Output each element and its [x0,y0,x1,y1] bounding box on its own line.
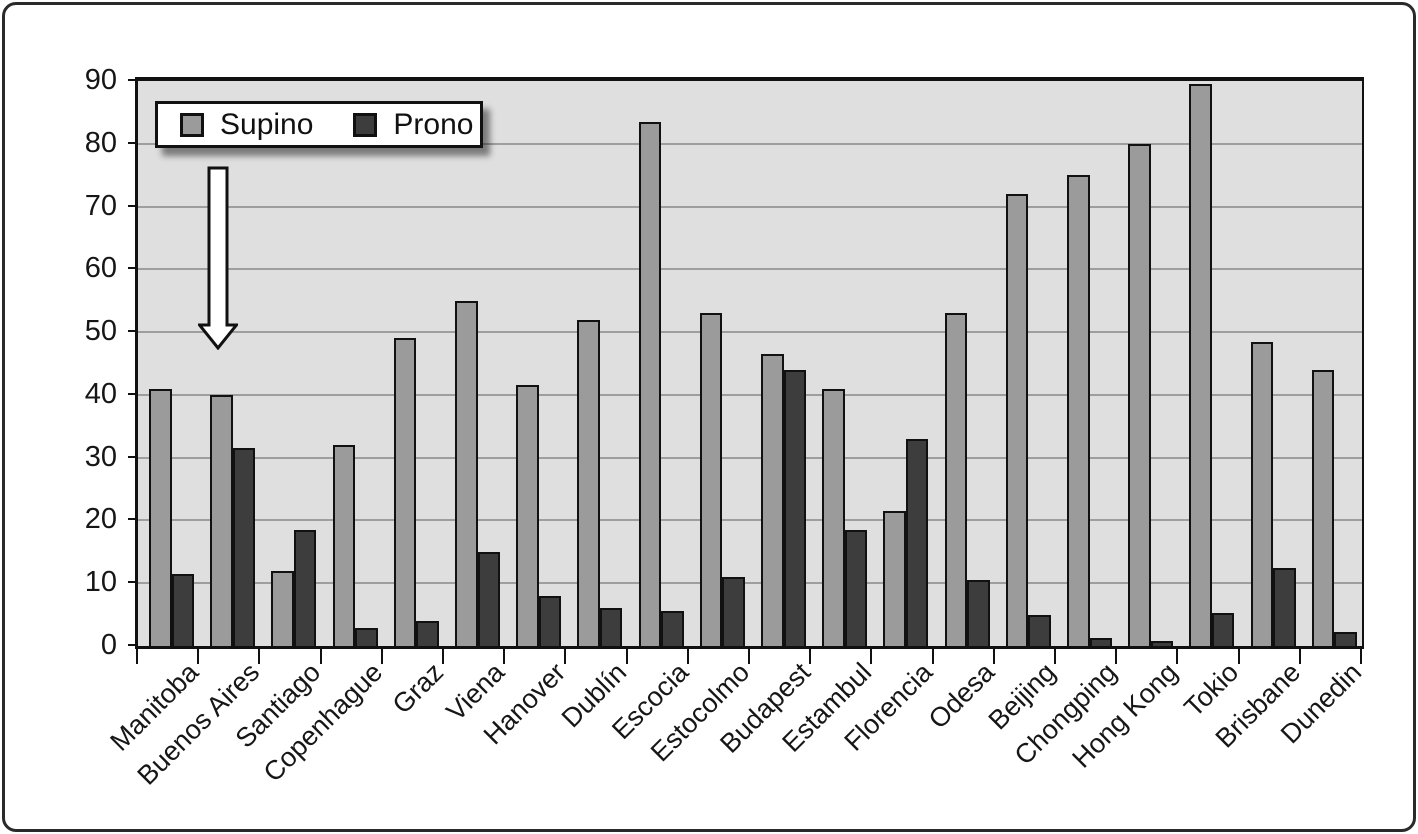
bar-prono-dunedin [1334,631,1357,646]
y-axis-tick-50 [128,330,137,333]
bar-prono-florencia [905,438,929,646]
gridline-y-30 [138,456,1362,459]
y-axis-label-60: 60 [84,252,117,285]
y-axis-tick-40 [128,392,137,395]
bar-supino-florencia [883,511,906,646]
bar-prono-manitoba [171,573,194,646]
gridline-y-70 [138,205,1362,208]
y-axis-tick-10 [128,581,137,584]
x-axis-tick-7 [564,649,567,664]
bar-supino-chongping [1067,175,1090,646]
bar-prono-odesa [967,580,990,646]
bar-prono-estocolmo [722,576,745,646]
bar-prono-chongping [1089,637,1112,646]
y-axis-tick-60 [128,267,137,270]
x-axis-tick-3 [319,649,322,664]
bar-supino-buenos-aires [210,394,233,646]
y-axis-label-20: 20 [84,503,117,536]
bar-supino-viena [455,300,478,646]
bar-supino-manitoba [149,388,172,646]
bar-prono-brisbane [1273,567,1296,646]
gridline-y-80 [138,142,1362,145]
bar-supino-dunedin [1311,369,1335,646]
bar-supino-tokio [1189,84,1212,646]
x-axis-tick-14 [992,649,995,664]
y-axis-label-0: 0 [100,629,117,661]
bar-supino-copenhague [332,445,356,646]
x-axis-tick-2 [258,649,261,664]
bar-prono-tokio [1211,612,1235,646]
bar-supino-brisbane [1250,341,1274,646]
x-axis-tick-15 [1054,649,1056,664]
y-axis-label-80: 80 [84,126,117,159]
bar-prono-viena [477,551,500,646]
x-axis-tick-17 [1176,649,1179,664]
bar-supino-odesa [944,313,968,646]
legend-label-supino: Supino [220,107,314,141]
bar-prono-santiago [293,529,317,646]
down-arrow-annotation [198,166,238,350]
x-axis-tick-6 [503,649,506,664]
x-axis-tick-18 [1237,649,1240,664]
y-axis-label-40: 40 [84,377,117,410]
legend-swatch-prono [353,112,378,137]
legend-label-prono: Prono [393,107,474,141]
gridline-y-20 [138,519,1362,522]
x-axis-tick-16 [1115,649,1118,664]
gridline-y-10 [138,582,1362,585]
x-axis-tick-9 [686,649,689,664]
y-axis-label-50: 50 [84,315,117,348]
plot-area [135,77,1364,649]
y-axis-label-90: 90 [84,64,117,96]
x-axis-tick-4 [380,649,383,664]
y-axis-tick-20 [128,518,137,521]
y-axis-tick-0 [128,644,137,646]
bar-supino-hanover [516,385,539,646]
x-axis-tick-10 [748,649,750,664]
bar-supino-estocolmo [699,313,723,646]
bar-prono-graz [416,620,439,646]
bar-prono-escocia [661,611,684,646]
bar-supino-graz [393,338,417,646]
y-axis-label-10: 10 [84,566,117,599]
bar-supino-budapest [761,354,784,646]
y-axis-tick-30 [128,455,137,458]
x-axis-tick-5 [442,649,444,664]
y-axis-tick-80 [128,141,137,144]
y-axis-label-70: 70 [84,189,117,222]
x-axis-tick-13 [931,649,934,664]
bar-supino-estambul [822,388,845,646]
bar-supino-escocia [638,121,662,646]
x-axis-tick-20 [1360,649,1362,664]
bar-prono-copenhague [355,628,378,646]
x-axis-tick-19 [1298,649,1301,664]
bar-prono-budapest [783,369,806,646]
bar-prono-hong-kong [1150,640,1174,646]
x-axis-tick-8 [625,649,628,664]
gridline-y-40 [138,393,1362,396]
x-axis-tick-12 [870,649,873,664]
bar-supino-beijing [1005,194,1029,646]
x-axis-tick-0 [136,649,138,664]
y-axis-tick-90 [128,79,137,81]
bar-prono-hanover [538,595,562,646]
y-axis-tick-70 [128,204,137,207]
x-axis-tick-11 [809,649,812,664]
bar-supino-hong-kong [1128,143,1151,646]
bar-prono-beijing [1028,614,1051,646]
bar-prono-estambul [844,529,868,646]
bar-prono-buenos-aires [232,448,256,646]
chart-legend: Supino Prono [155,101,483,148]
gridline-y-50 [138,331,1362,334]
legend-swatch-supino [180,112,204,137]
x-axis-tick-1 [197,649,200,664]
bar-supino-dublín [577,319,600,646]
bar-prono-dublín [599,608,623,646]
gridline-y-60 [138,268,1362,271]
bar-supino-santiago [271,570,294,646]
y-axis-label-30: 30 [84,440,117,473]
